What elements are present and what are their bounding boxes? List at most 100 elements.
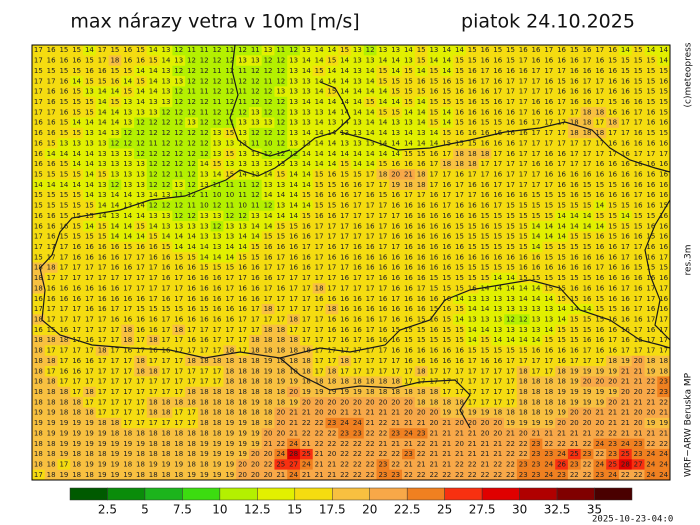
cell xyxy=(414,107,428,118)
cell-value: 13 xyxy=(98,150,107,158)
cell-value: 16 xyxy=(519,119,528,127)
cell-value: 18 xyxy=(47,388,56,396)
cell xyxy=(261,262,275,274)
cell-value: 12 xyxy=(200,150,209,158)
cell-value: 15 xyxy=(570,315,579,323)
cell-value: 16 xyxy=(481,108,490,116)
cell xyxy=(657,65,671,77)
cell-value: 17 xyxy=(634,305,643,313)
cell xyxy=(389,45,403,56)
cell xyxy=(134,335,148,346)
cell xyxy=(248,210,262,222)
cell-value: 21 xyxy=(608,409,617,417)
cell-value: 16 xyxy=(200,336,209,344)
cell-value: 16 xyxy=(327,243,336,251)
cell xyxy=(504,262,518,274)
cell xyxy=(134,148,148,160)
cell-value: 17 xyxy=(238,315,247,323)
cell-value: 15 xyxy=(429,284,438,292)
cell xyxy=(593,335,607,346)
cell-value: 16 xyxy=(47,295,56,303)
cell xyxy=(108,107,122,118)
cell xyxy=(657,241,671,253)
cell-value: 16 xyxy=(659,139,668,147)
cell-value: 20 xyxy=(289,388,298,396)
cell-value: 18 xyxy=(225,409,234,417)
cell-value: 16 xyxy=(327,295,336,303)
cell-value: 18 xyxy=(264,378,273,386)
cell xyxy=(465,148,479,160)
cell-value: 14 xyxy=(149,67,158,75)
cell xyxy=(363,76,377,87)
cell xyxy=(325,262,339,274)
cell-value: 18 xyxy=(149,440,158,448)
cell xyxy=(261,252,275,263)
cell xyxy=(427,314,441,325)
cell-value: 16 xyxy=(608,274,617,282)
cell xyxy=(57,262,71,274)
cell xyxy=(440,241,454,253)
cell xyxy=(593,283,607,294)
cell xyxy=(593,76,607,87)
cell-value: 17 xyxy=(327,357,336,365)
cell-value: 17 xyxy=(378,367,387,375)
cell-value: 17 xyxy=(98,357,107,365)
cell xyxy=(287,303,301,315)
cell xyxy=(478,397,492,408)
cell-value: 22 xyxy=(493,471,502,479)
cell-value: 19 xyxy=(238,440,247,448)
cell-value: 22 xyxy=(366,460,375,468)
cell-value: 15 xyxy=(72,88,81,96)
cell-value: 17 xyxy=(634,108,643,116)
cell xyxy=(95,366,109,377)
cell-value: 14 xyxy=(174,243,183,251)
cell-value: 18 xyxy=(149,471,158,479)
cell-value: 15 xyxy=(327,57,336,65)
cell-value: 17 xyxy=(621,284,630,292)
cell xyxy=(338,231,352,243)
cell xyxy=(351,314,365,325)
cell xyxy=(185,303,199,315)
cell xyxy=(274,366,288,377)
cell xyxy=(402,158,416,170)
cell-value: 17 xyxy=(506,367,515,375)
cell-value: 17 xyxy=(34,77,43,85)
cell-value: 15 xyxy=(455,274,464,282)
cell xyxy=(555,179,569,191)
cell xyxy=(44,293,58,305)
cell xyxy=(83,190,97,201)
cell-value: 15 xyxy=(225,129,234,137)
cell-value: 19 xyxy=(34,419,43,427)
cell-value: 14 xyxy=(264,222,273,230)
cell-value: 17 xyxy=(378,181,387,189)
cell xyxy=(185,366,199,377)
cell xyxy=(210,221,224,232)
cell xyxy=(567,397,581,408)
cell-value: 13 xyxy=(123,181,132,189)
cell-value: 18 xyxy=(123,429,132,437)
cell xyxy=(312,314,326,325)
cell-value: 13 xyxy=(468,295,477,303)
cell xyxy=(236,179,250,191)
cell-value: 27 xyxy=(289,460,298,468)
cell xyxy=(70,397,84,408)
cell xyxy=(70,221,84,232)
cell-value: 16 xyxy=(404,295,413,303)
cell-value: 13 xyxy=(238,160,247,168)
cell xyxy=(376,252,390,263)
cell xyxy=(580,45,594,56)
cell-value: 12 xyxy=(174,108,183,116)
cell-value: 13 xyxy=(85,129,94,137)
cell xyxy=(440,148,454,160)
cell-value: 15 xyxy=(366,98,375,106)
cell-value: 19 xyxy=(302,388,311,396)
cell xyxy=(134,272,148,284)
cell xyxy=(644,355,658,367)
cell xyxy=(389,127,403,139)
cell xyxy=(618,355,633,367)
cell xyxy=(618,148,633,160)
cell-value: 22 xyxy=(340,460,349,468)
cell-value: 15 xyxy=(123,243,132,251)
cell-value: 17 xyxy=(136,264,145,272)
cell-value: 16 xyxy=(442,212,451,220)
